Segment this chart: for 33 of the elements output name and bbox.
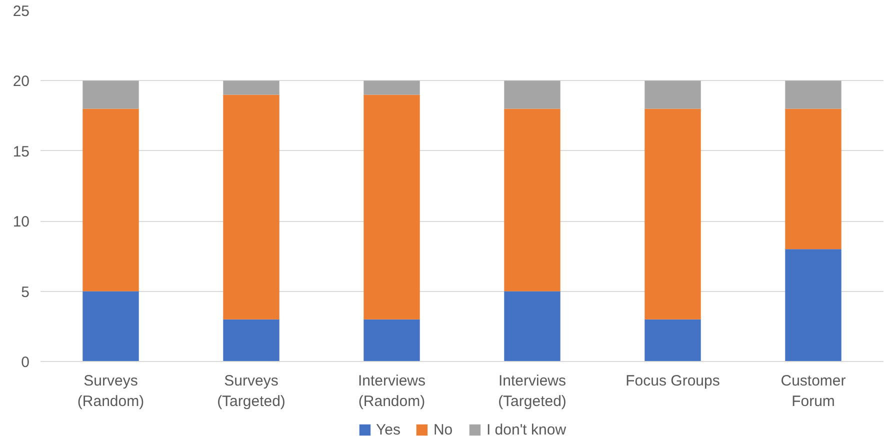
bar	[82, 291, 139, 362]
bar	[364, 319, 420, 362]
bar	[504, 108, 560, 292]
bar	[785, 80, 842, 109]
x-tick-label: Focus Groups	[626, 372, 720, 390]
bar	[644, 108, 701, 320]
x-tick-label: Customer Forum	[780, 372, 846, 410]
x-tick-label: Surveys (Random)	[77, 372, 144, 410]
bar	[504, 291, 560, 362]
legend-label: No	[433, 421, 454, 438]
bar	[82, 108, 139, 292]
x-tick-label: Interviews (Targeted)	[498, 372, 566, 410]
y-tick-label: 15	[12, 143, 30, 160]
bar	[223, 319, 280, 362]
x-tick-label: Surveys (Targeted)	[217, 372, 286, 410]
y-tick-label: 10	[12, 214, 30, 231]
bar	[223, 80, 280, 95]
bar	[644, 319, 701, 362]
bar	[223, 94, 280, 320]
legend-label: Yes	[376, 421, 400, 438]
bar	[785, 108, 842, 250]
y-tick-label: 25	[12, 3, 30, 20]
bar	[82, 80, 139, 109]
bar	[504, 80, 560, 109]
legend-label: I don't know	[486, 421, 566, 438]
y-tick-label: 20	[12, 73, 30, 90]
y-tick-label: 5	[21, 284, 30, 301]
x-tick-label: Interviews (Random)	[358, 372, 426, 410]
bar	[364, 80, 420, 95]
bar	[364, 94, 420, 320]
y-tick-label: 0	[21, 354, 30, 371]
bar	[644, 80, 701, 109]
bar	[785, 249, 842, 362]
